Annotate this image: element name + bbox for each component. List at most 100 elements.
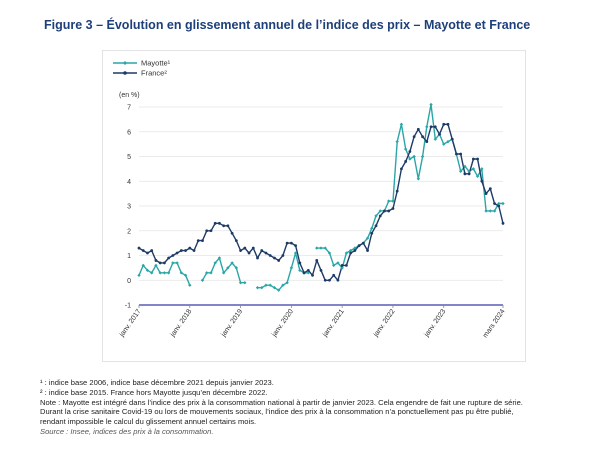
mayotte-point <box>433 137 437 141</box>
mayotte-point <box>166 271 171 275</box>
france-point <box>446 122 450 126</box>
france-point <box>167 256 171 260</box>
france-point <box>484 192 488 196</box>
france-point <box>497 204 501 208</box>
mayotte-point <box>276 288 281 292</box>
france-point <box>421 135 424 139</box>
france-point <box>463 172 467 176</box>
france-point <box>412 135 416 139</box>
france-point <box>277 259 281 262</box>
france-point <box>264 251 268 255</box>
mayotte-point <box>175 261 179 265</box>
mayotte-point <box>158 271 162 275</box>
mayotte-point <box>458 169 463 174</box>
mayotte-point <box>264 283 268 287</box>
legend-marker-mayotte <box>123 61 127 65</box>
france-point <box>353 249 357 252</box>
mayotte-line-segment <box>316 103 503 269</box>
line-chart: (en %) -1 0 1 2 3 4 5 6 7 janv. 2017 janv. 2018 janv… <box>113 59 507 339</box>
y-tick-label: 3 <box>127 204 131 211</box>
note-line-1: Note : Mayotte est intégré dans l’indice… <box>40 397 523 407</box>
x-tick-label: janv. 2023 <box>423 308 448 339</box>
note-line-3: rendant impossible le calcul du glisseme… <box>40 417 257 427</box>
france-point <box>378 214 382 218</box>
france-point <box>488 187 492 191</box>
france-point <box>366 249 369 252</box>
france-point <box>391 207 395 210</box>
legend-label-mayotte: Mayotte¹ <box>141 59 171 68</box>
france-point <box>230 231 234 235</box>
mayotte-point <box>230 261 234 265</box>
france-point <box>315 259 319 262</box>
mayotte-point <box>226 266 230 270</box>
france-point <box>344 264 348 267</box>
mayotte-point <box>149 271 154 275</box>
france-point <box>455 152 458 156</box>
france-point <box>150 249 154 252</box>
france-point <box>480 179 484 183</box>
france-point <box>302 271 306 275</box>
mayotte-point <box>463 164 467 169</box>
france-point <box>450 137 454 141</box>
france-point <box>323 278 327 282</box>
mayotte-point <box>179 271 184 275</box>
y-tick-label: 0 <box>127 278 131 285</box>
mayotte-point <box>323 246 327 250</box>
france-point <box>311 273 314 277</box>
france-point <box>218 221 221 225</box>
mayotte-point <box>171 261 175 265</box>
mayotte-point <box>234 266 239 270</box>
mayotte-point <box>183 273 188 277</box>
mayotte-point <box>497 201 501 206</box>
france-point <box>184 249 187 252</box>
france-point <box>433 125 437 129</box>
france-point <box>247 251 251 255</box>
france-point <box>205 229 209 233</box>
mayotte-point <box>420 154 425 159</box>
mayotte-point <box>425 125 429 129</box>
france-point <box>213 221 217 225</box>
mayotte-point <box>340 266 344 270</box>
mayotte-line-segment <box>201 257 245 284</box>
france-point <box>429 125 433 129</box>
mayotte-point <box>365 236 370 240</box>
france-point <box>146 251 149 255</box>
mayotte-point <box>408 157 412 161</box>
france-point <box>175 251 179 255</box>
figure-title: Figure 3 – Évolution en glissement annue… <box>44 18 531 32</box>
france-point <box>416 127 420 131</box>
x-tick-label: janv. 2019 <box>220 308 245 339</box>
france-point <box>154 259 158 262</box>
france-point <box>251 246 255 250</box>
legend-label-france: France² <box>141 69 167 78</box>
france-point <box>471 157 475 161</box>
france-point <box>459 152 463 156</box>
france-point <box>294 244 298 248</box>
footnote-2: ² : indice base 2015. France hors Mayott… <box>40 387 268 397</box>
y-tick-label: 1 <box>127 253 131 260</box>
mayotte-point <box>391 199 395 203</box>
mayotte-point <box>154 263 158 268</box>
mayotte-point <box>467 169 471 174</box>
mayotte-point <box>336 261 340 265</box>
mayotte-point <box>137 273 141 277</box>
mayotte-point <box>200 278 205 282</box>
mayotte-point <box>488 209 493 213</box>
mayotte-point <box>209 271 213 275</box>
france-point <box>141 249 145 252</box>
mayotte-point <box>306 271 311 275</box>
mayotte-point <box>298 268 302 273</box>
france-point <box>239 249 242 252</box>
source-note: Source : Insee, indices des prix à la co… <box>40 426 214 436</box>
footnote-1: ¹ : indice base 2006, indice base décemb… <box>40 378 274 387</box>
mayotte-point <box>268 283 272 287</box>
france-point <box>425 140 429 144</box>
mayotte-point <box>344 251 349 255</box>
mayotte-point <box>285 281 289 285</box>
legend-marker-france <box>123 71 127 75</box>
mayotte-point <box>141 263 145 268</box>
france-point <box>260 249 264 252</box>
france-point <box>289 241 293 245</box>
france-line-segment <box>138 123 504 281</box>
